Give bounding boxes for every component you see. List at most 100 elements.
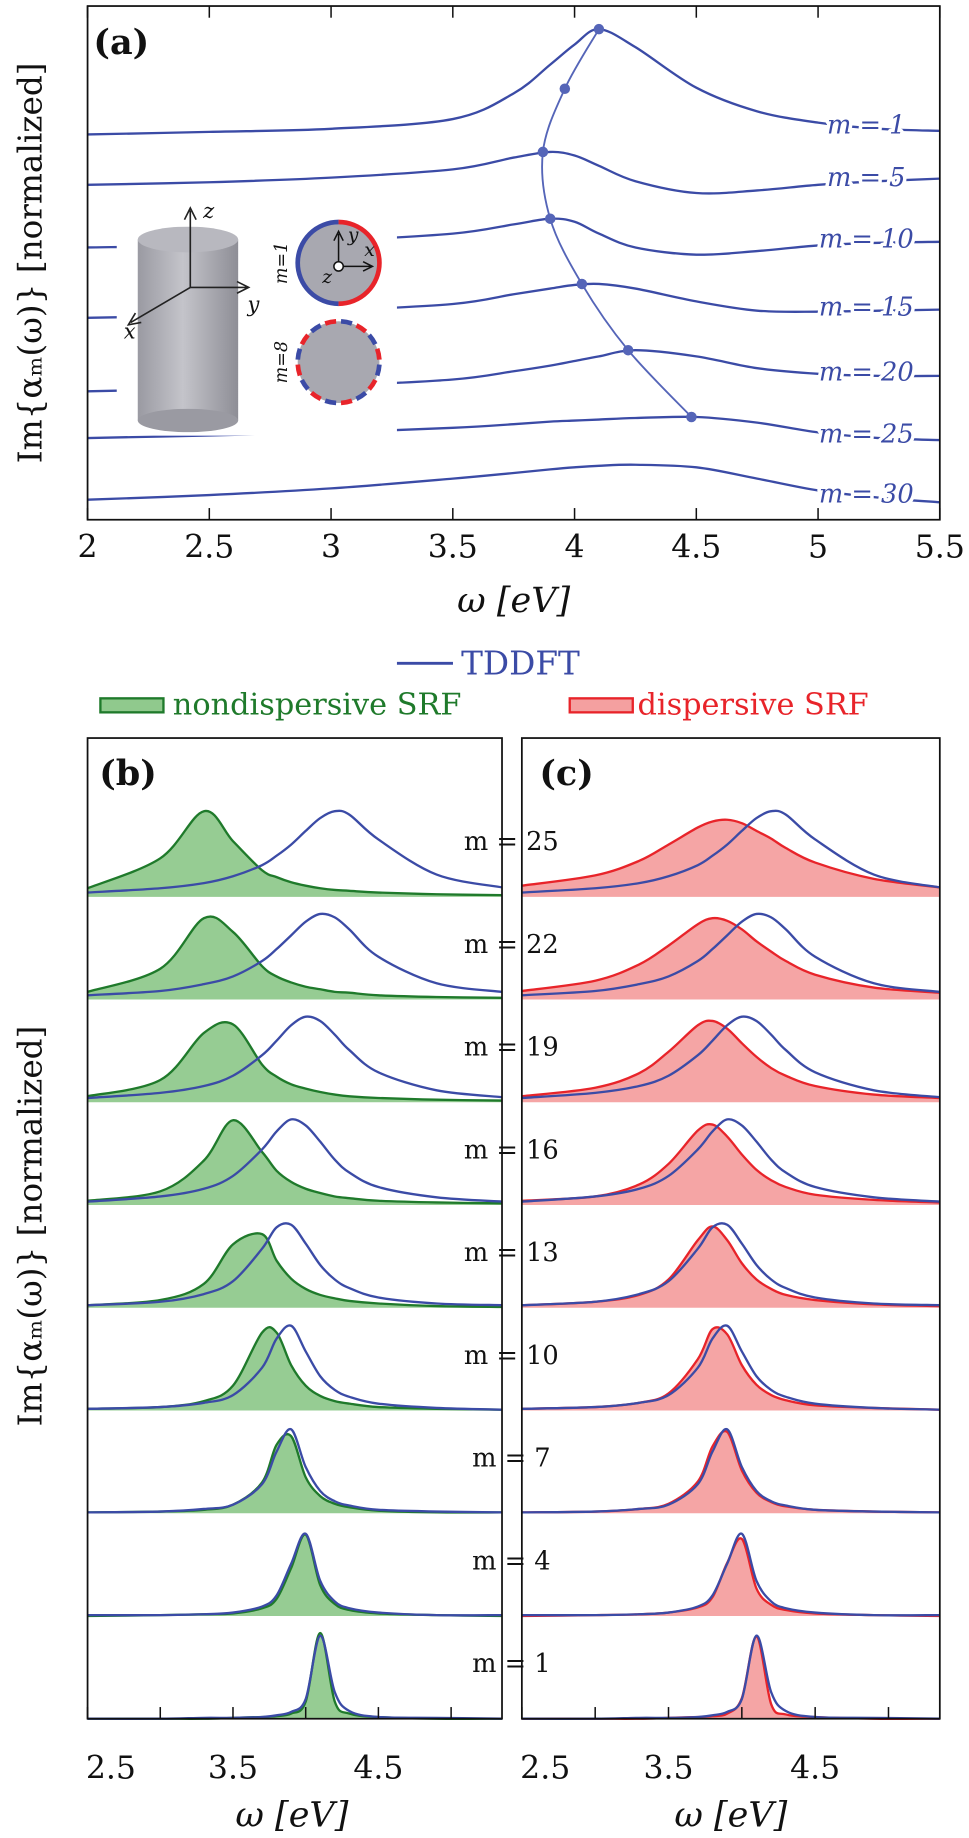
section-z bbox=[333, 260, 344, 272]
curve bbox=[521, 916, 940, 994]
strip-label: m = 22 bbox=[464, 930, 559, 960]
curve bbox=[87, 1232, 503, 1309]
strip-label: m = 25 bbox=[464, 827, 559, 857]
axis-label: x bbox=[124, 318, 136, 343]
peak-marker bbox=[537, 146, 549, 158]
legend-label: TDDFT bbox=[461, 645, 580, 683]
section-y bbox=[333, 229, 344, 267]
x-tick-label: 2 bbox=[78, 529, 98, 565]
area bbox=[521, 918, 940, 1000]
curve bbox=[87, 27, 940, 136]
curve bbox=[87, 912, 503, 997]
area bbox=[521, 819, 940, 897]
series-label: m = 10 bbox=[819, 225, 914, 255]
curve bbox=[521, 1324, 940, 1411]
area bbox=[521, 1020, 940, 1103]
curve bbox=[87, 1222, 503, 1307]
x-tick-label: 3.5 bbox=[208, 1751, 258, 1787]
curve bbox=[521, 1122, 940, 1204]
curve bbox=[87, 150, 940, 195]
charge-segment bbox=[355, 390, 368, 401]
curve bbox=[87, 1324, 503, 1411]
area bbox=[87, 916, 503, 1000]
legend-swatch bbox=[568, 697, 634, 714]
charge-negative bbox=[295, 219, 339, 307]
curve bbox=[521, 1019, 940, 1100]
curve bbox=[87, 1428, 503, 1514]
series-label: m = 1 bbox=[827, 110, 906, 140]
x-tick-label: 3.5 bbox=[428, 529, 478, 565]
charge-segment bbox=[340, 318, 353, 326]
charge-segment bbox=[367, 333, 378, 346]
cylinder-body bbox=[137, 239, 239, 421]
axes-frame bbox=[86, 5, 941, 521]
x-tick-label: 5.5 bbox=[915, 529, 965, 565]
area bbox=[521, 1431, 940, 1514]
inset: z y x y x z m=1 m=8 bbox=[116, 196, 397, 436]
legend-label: nondispersive SRF bbox=[173, 688, 462, 723]
curve bbox=[87, 810, 503, 897]
cross-section bbox=[297, 321, 380, 403]
coordinate-axes bbox=[126, 206, 251, 326]
z-axis bbox=[183, 206, 197, 288]
charge-segment bbox=[299, 333, 310, 346]
series-label: m = 20 bbox=[819, 358, 914, 388]
x-axis bbox=[126, 286, 191, 326]
charge-positive bbox=[338, 219, 382, 307]
series-label: m = 15 bbox=[819, 292, 914, 322]
area bbox=[87, 1327, 503, 1411]
axis-label: y bbox=[347, 225, 359, 246]
cylinder-top bbox=[137, 226, 239, 253]
curve bbox=[521, 818, 940, 889]
axes-frame bbox=[86, 737, 503, 1720]
series-label: m = 25 bbox=[819, 420, 914, 450]
curve bbox=[521, 1428, 940, 1514]
mode-pattern bbox=[295, 318, 382, 406]
curve bbox=[87, 1021, 503, 1102]
charge-segment bbox=[324, 398, 337, 406]
x-tick-label: 4.5 bbox=[353, 1751, 403, 1787]
curve bbox=[521, 1634, 940, 1720]
curve bbox=[521, 1015, 940, 1100]
strip-label: m = 19 bbox=[464, 1033, 559, 1063]
axis-label: z bbox=[321, 267, 332, 288]
area bbox=[521, 1538, 940, 1616]
charge-segment bbox=[374, 364, 382, 377]
mode-label: m=8 bbox=[272, 341, 292, 383]
area bbox=[87, 810, 503, 897]
charge-segment bbox=[367, 378, 378, 391]
strip-label: m = 4 bbox=[472, 1546, 551, 1576]
curve bbox=[521, 1635, 940, 1721]
area bbox=[87, 1120, 503, 1206]
curve bbox=[87, 1631, 503, 1721]
charge-segment bbox=[340, 398, 353, 406]
strip-label: m = 16 bbox=[464, 1135, 559, 1165]
section-x bbox=[338, 261, 375, 272]
charge-segment bbox=[299, 378, 310, 391]
curve bbox=[87, 809, 503, 894]
legend-label: dispersive SRF bbox=[637, 688, 868, 723]
strip-label: m = 1 bbox=[472, 1649, 551, 1679]
area bbox=[521, 1636, 940, 1719]
x-tick-label: 4.5 bbox=[790, 1751, 840, 1787]
charge-segment bbox=[324, 318, 337, 326]
x-tick-label: 2.5 bbox=[520, 1751, 570, 1787]
charge-segment bbox=[295, 348, 303, 360]
y-axis bbox=[190, 280, 251, 294]
x-tick-label: 5 bbox=[808, 529, 828, 565]
x-axis-title: ω [eV] bbox=[235, 1794, 348, 1835]
curve bbox=[87, 463, 940, 504]
curve bbox=[87, 1634, 503, 1720]
strip-label: m = 13 bbox=[464, 1238, 559, 1268]
area bbox=[87, 1022, 503, 1103]
area bbox=[521, 1226, 940, 1308]
x-tick-label: 4.5 bbox=[671, 529, 721, 565]
area bbox=[87, 1233, 503, 1308]
peak-marker bbox=[622, 344, 634, 356]
curve bbox=[87, 1015, 503, 1100]
charge-segment bbox=[374, 348, 382, 360]
series-label: m = 30 bbox=[819, 479, 914, 509]
curve bbox=[521, 1118, 940, 1203]
